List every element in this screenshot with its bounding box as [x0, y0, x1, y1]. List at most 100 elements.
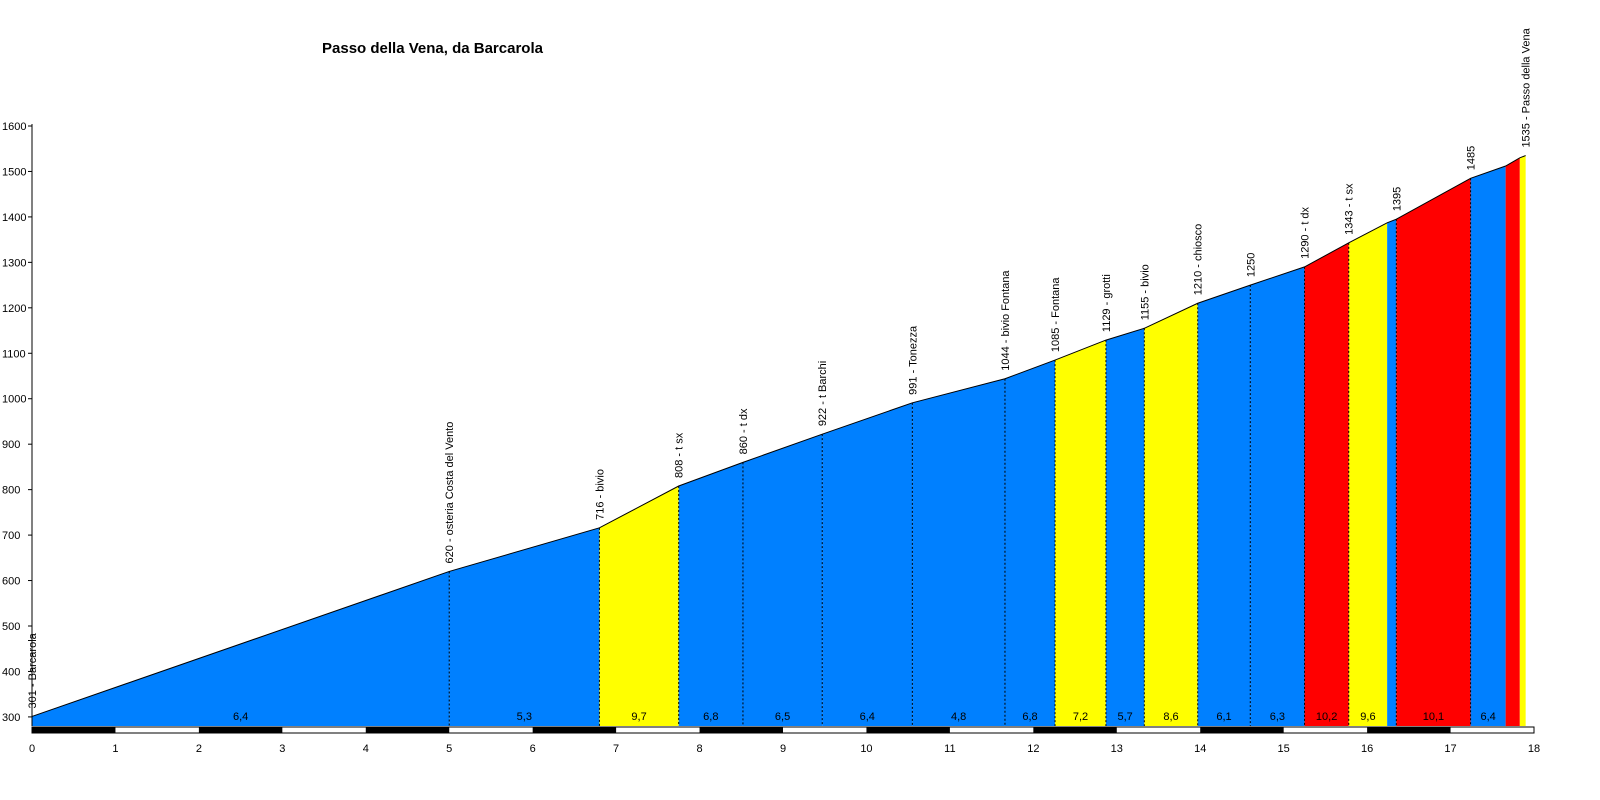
y-tick-label: 1600: [2, 121, 26, 133]
y-tick-label: 1000: [2, 394, 26, 406]
waypoint-label: 1155 - bivio: [1139, 264, 1151, 320]
grade-label: 9,6: [1360, 711, 1375, 723]
x-tick-label: 4: [363, 743, 369, 755]
profile-segment: [1197, 285, 1251, 726]
x-tick-label: 12: [1027, 743, 1039, 755]
waypoint-label: 1085 - Fontana: [1050, 277, 1062, 352]
x-tick-label: 13: [1111, 743, 1123, 755]
grade-label: 6,5: [775, 711, 790, 723]
profile-segment: [912, 378, 1005, 726]
profile-segment: [1519, 155, 1526, 726]
waypoint-label: 1290 - t dx: [1300, 206, 1312, 258]
x-tick-label: 14: [1194, 743, 1206, 755]
waypoint-label: 1395: [1391, 187, 1403, 211]
x-tick-label: 17: [1444, 743, 1456, 755]
y-tick-label: 1200: [2, 303, 26, 315]
x-tick-label: 2: [196, 743, 202, 755]
waypoint-label: 808 - t sx: [674, 432, 686, 478]
waypoint-label: 1485: [1466, 146, 1478, 170]
waypoint-label: 1210 - chiosco: [1193, 224, 1205, 296]
y-tick-label: 400: [2, 666, 20, 678]
grade-labels: 6,4 5,3 9,7 6,8 6,5 6,4 4,8 6,8 7,2 5,7 8,6 6,1 6,3 1…: [233, 711, 1496, 723]
profile-segment: [1505, 157, 1520, 726]
profile-segment: [1004, 360, 1056, 726]
grade-label: 6,3: [1270, 711, 1285, 723]
x-tick-label: 8: [696, 743, 702, 755]
grade-label: 10,2: [1316, 711, 1337, 723]
distance-bar-km: [198, 727, 283, 733]
grade-label: 6,4: [1480, 711, 1495, 723]
y-tick-label: 900: [2, 439, 20, 451]
profile-segment: [1387, 219, 1397, 726]
distance-bar-km: [866, 727, 950, 733]
profile-segment: [1348, 222, 1388, 726]
grade-label: 5,3: [517, 711, 532, 723]
x-tick-label: 1: [112, 743, 118, 755]
waypoint-label: 1343 - t sx: [1344, 183, 1356, 235]
waypoint-label: 1250: [1245, 253, 1257, 277]
profile-areas: [32, 155, 1526, 727]
x-tick-label: 3: [279, 743, 285, 755]
distance-bar-km: [699, 727, 783, 733]
grade-label: 8,6: [1163, 711, 1178, 723]
waypoint-labels: 301 - Barcarola 620 - osteria Costa del V…: [27, 27, 1533, 708]
profile-segment: [449, 527, 600, 726]
y-axis: 300 400 500 600 700 800 900 1000 1100 1200 1300 140…: [2, 121, 33, 726]
y-tick-label: 600: [2, 576, 20, 588]
waypoint-label: 301 - Barcarola: [27, 632, 39, 708]
distance-bar-km: [1033, 727, 1117, 733]
x-tick-label: 11: [944, 743, 955, 755]
x-tick-label: 18: [1528, 743, 1540, 755]
profile-segment: [1144, 303, 1198, 726]
waypoint-label: 1535 - Passo della Vena: [1521, 27, 1533, 147]
grade-label: 9,7: [631, 711, 646, 723]
x-tick-label: 7: [613, 743, 619, 755]
profile-segment: [1055, 340, 1106, 726]
waypoint-dividers: [448, 178, 1472, 726]
waypoint-label: 922 - t Barchi: [817, 361, 829, 426]
x-tick-label: 0: [29, 743, 35, 755]
grade-label: 6,4: [233, 711, 248, 723]
waypoint-label: 716 - bivio: [594, 469, 606, 520]
chart-title: Passo della Vena, da Barcarola: [322, 40, 543, 57]
y-tick-label: 1100: [2, 348, 26, 360]
y-tick-label: 1400: [2, 212, 26, 224]
distance-bar-km: [532, 727, 617, 733]
distance-bar-km: [1200, 727, 1284, 733]
waypoint-label: 620 - osteria Costa del Vento: [444, 422, 456, 564]
profile-segment: [599, 486, 679, 726]
grade-label: 6,8: [1022, 711, 1037, 723]
x-axis: 0 1 2 3 4 5 6 7 8 9 10 11 12 13 14 15 16 17 18: [29, 726, 1540, 755]
grade-label: 6,1: [1216, 711, 1231, 723]
y-tick-label: 300: [2, 712, 20, 724]
profile-outline: [31, 155, 1526, 717]
profile-segment: [1470, 166, 1506, 726]
waypoint-label: 1044 - bivio Fontana: [1000, 270, 1012, 371]
x-tick-label: 9: [780, 743, 786, 755]
y-tick-label: 500: [2, 621, 20, 633]
y-tick-label: 1500: [2, 166, 26, 178]
profile-outline-line: [31, 155, 1526, 717]
grade-label: 7,2: [1073, 711, 1088, 723]
profile-segment: [1304, 242, 1349, 726]
waypoint-label: 991 - Tonezza: [907, 325, 919, 395]
grade-label: 6,4: [860, 711, 875, 723]
profile-segment: [32, 571, 450, 726]
x-tick-label: 5: [446, 743, 452, 755]
x-tick-label: 16: [1361, 743, 1373, 755]
distance-bar-km: [1367, 727, 1451, 733]
profile-segment: [822, 402, 913, 726]
grade-label: 10,1: [1423, 711, 1444, 723]
y-tick-label: 1300: [2, 257, 26, 269]
profile-segment: [1250, 266, 1305, 726]
profile-segment: [1396, 178, 1471, 727]
waypoint-label: 1129 - grotti: [1101, 274, 1113, 332]
profile-segment: [1105, 328, 1145, 726]
y-tick-label: 800: [2, 485, 20, 497]
grade-label: 5,7: [1117, 711, 1132, 723]
x-tick-label: 15: [1278, 743, 1290, 755]
grade-label: 4,8: [951, 711, 966, 723]
y-tick-label: 700: [2, 530, 20, 542]
distance-bar-km: [365, 727, 450, 733]
